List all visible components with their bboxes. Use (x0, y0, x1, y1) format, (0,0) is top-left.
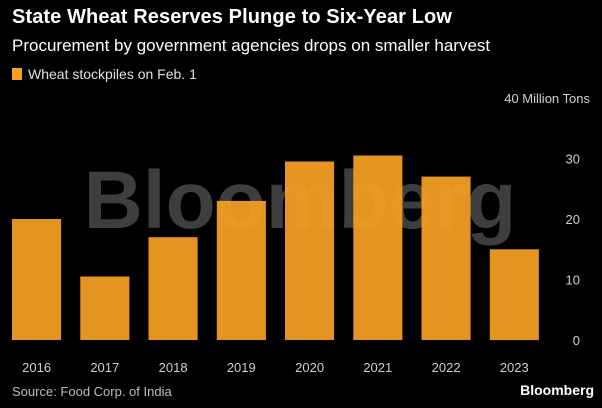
bar-2018 (148, 237, 198, 340)
legend-swatch (12, 68, 22, 80)
bar-2020 (285, 161, 335, 340)
x-tick-label: 2022 (432, 360, 461, 375)
y-tick-label: 20 (566, 212, 580, 227)
bloomberg-logo: Bloomberg (520, 382, 594, 398)
x-tick-label: 2017 (90, 360, 119, 375)
y-tick-label-top: 40 Million Tons (504, 91, 590, 106)
x-tick-label: 2016 (22, 360, 51, 375)
legend: Wheat stockpiles on Feb. 1 (12, 66, 197, 82)
source-note: Source: Food Corp. of India (12, 384, 172, 399)
x-tick-label: 2018 (159, 360, 188, 375)
legend-label: Wheat stockpiles on Feb. 1 (28, 66, 197, 82)
x-tick-label: 2020 (295, 360, 324, 375)
bar-2023 (489, 249, 539, 341)
y-tick-label: 0 (573, 333, 580, 348)
chart-title: State Wheat Reserves Plunge to Six-Year … (12, 6, 452, 28)
chart-subtitle: Procurement by government agencies drops… (12, 36, 491, 55)
y-tick-label: 10 (566, 273, 580, 288)
bar-2022 (421, 176, 471, 340)
bar-2016 (12, 219, 62, 340)
y-tick-label: 30 (566, 152, 580, 167)
bar-2021 (353, 155, 403, 340)
bar-2019 (216, 200, 266, 340)
x-tick-label: 2023 (500, 360, 529, 375)
x-tick-label: 2019 (227, 360, 256, 375)
bar-2017 (80, 276, 130, 340)
x-tick-label: 2021 (363, 360, 392, 375)
